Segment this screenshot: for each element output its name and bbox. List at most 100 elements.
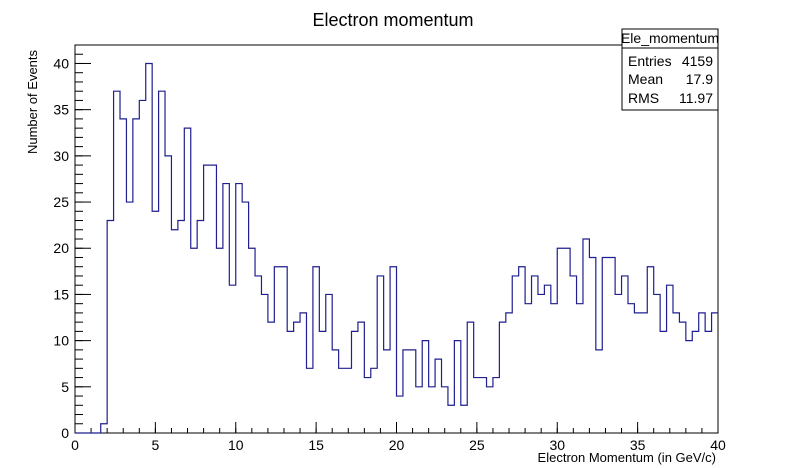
histogram-bin: [409, 350, 415, 433]
histogram-bin: [339, 368, 345, 433]
histogram-bin: [332, 350, 338, 433]
histogram-bin: [705, 331, 711, 433]
histogram-bin: [596, 350, 602, 433]
histogram-bin: [126, 202, 132, 433]
histogram-bin: [448, 405, 454, 433]
histogram-bin: [287, 331, 293, 433]
histogram-bin: [570, 276, 576, 433]
histogram-bin: [628, 304, 634, 433]
x-tick-label: 35: [630, 437, 646, 453]
histogram-bin: [403, 350, 409, 433]
histogram-bin: [647, 267, 653, 433]
histogram-bin: [274, 267, 280, 433]
x-tick-label: 25: [469, 437, 485, 453]
x-tick-label: 20: [389, 437, 405, 453]
y-tick-label: 25: [53, 194, 69, 210]
stats-mean-value: 17.9: [686, 71, 713, 87]
histogram-bin: [454, 341, 460, 433]
histogram-bin: [120, 119, 126, 433]
histogram-bin: [319, 331, 325, 433]
x-tick-label: 30: [549, 437, 565, 453]
histogram-bin: [281, 267, 287, 433]
histogram-bin: [429, 387, 435, 433]
y-tick-labels: 0 5 10 15 20 25 30 35 40: [53, 55, 69, 441]
histogram-bin: [146, 63, 152, 433]
histogram-bin: [583, 239, 589, 433]
histogram-bin: [377, 276, 383, 433]
histogram-bin: [673, 313, 679, 433]
histogram-bin: [654, 294, 660, 433]
histogram-bin: [223, 184, 229, 433]
histogram-bin: [229, 285, 235, 433]
histogram-bin: [152, 211, 158, 433]
histogram-bin: [641, 313, 647, 433]
histogram-bin: [667, 285, 673, 433]
histogram-bin: [300, 313, 306, 433]
histogram-bin: [242, 202, 248, 433]
histogram-bin: [171, 230, 177, 433]
histogram-bin: [435, 359, 441, 433]
histogram-bin: [364, 378, 370, 433]
histogram-bin: [159, 91, 165, 433]
x-tick-label: 0: [71, 437, 79, 453]
y-tick-label: 20: [53, 240, 69, 256]
histogram-bin: [294, 322, 300, 433]
histogram-bin: [538, 294, 544, 433]
x-tick-labels: 0 5 10 15 20 25 30 35 40: [71, 437, 726, 453]
histogram-bin: [236, 184, 242, 433]
stats-entries-value: 4159: [682, 53, 713, 69]
histogram-bin: [493, 378, 499, 433]
histogram-bin: [204, 165, 210, 433]
histogram-bin: [178, 221, 184, 433]
stats-box: Ele_momentum Entries 4159 Mean 17.9 RMS …: [621, 28, 719, 111]
histogram-bin: [139, 100, 145, 433]
stats-box-title: Ele_momentum: [621, 30, 719, 46]
histogram-bin: [480, 378, 486, 433]
histogram-bin: [577, 304, 583, 433]
histogram-bin: [602, 257, 608, 433]
histogram-bin: [551, 304, 557, 433]
histogram-bin: [306, 368, 312, 433]
histogram-bin: [107, 221, 113, 433]
histogram-bin: [114, 91, 120, 433]
histogram-bin: [191, 248, 197, 433]
x-tick-label: 15: [308, 437, 324, 453]
x-axis-title: Electron Momentum (in GeV/c): [538, 450, 716, 465]
y-tick-label: 15: [53, 286, 69, 302]
histogram-bin: [512, 276, 518, 433]
histogram-bin: [165, 156, 171, 433]
histogram-bin: [686, 341, 692, 433]
histogram-bin: [564, 248, 570, 433]
x-tick-label: 10: [228, 437, 244, 453]
histogram-bin: [210, 165, 216, 433]
histogram-bin: [634, 313, 640, 433]
y-tick-label: 5: [61, 379, 69, 395]
histogram-bin: [197, 221, 203, 433]
histogram-bin: [544, 285, 550, 433]
y-tick-label: 10: [53, 333, 69, 349]
y-tick-label: 35: [53, 102, 69, 118]
y-tick-label: 0: [61, 425, 69, 441]
histogram-bins: [101, 63, 718, 433]
histogram-bin: [351, 331, 357, 433]
histogram-bin: [358, 322, 364, 433]
histogram-bin: [384, 350, 390, 433]
histogram-bin: [660, 331, 666, 433]
histogram-bin: [467, 322, 473, 433]
histogram-outline: [75, 62, 718, 434]
histogram-bin: [506, 313, 512, 433]
histogram-bin: [255, 276, 261, 433]
histogram-bin: [679, 322, 685, 433]
y-tick-label: 30: [53, 148, 69, 164]
histogram-bin: [261, 294, 267, 433]
histogram-bin: [249, 248, 255, 433]
histogram-bin: [487, 387, 493, 433]
histogram-bin: [589, 257, 595, 433]
x-tick-label: 40: [710, 437, 726, 453]
histogram-bin: [101, 424, 107, 433]
histogram-bin: [622, 276, 628, 433]
stats-mean-label: Mean: [628, 71, 663, 87]
histogram-bin: [499, 322, 505, 433]
histogram-bin: [609, 257, 615, 433]
